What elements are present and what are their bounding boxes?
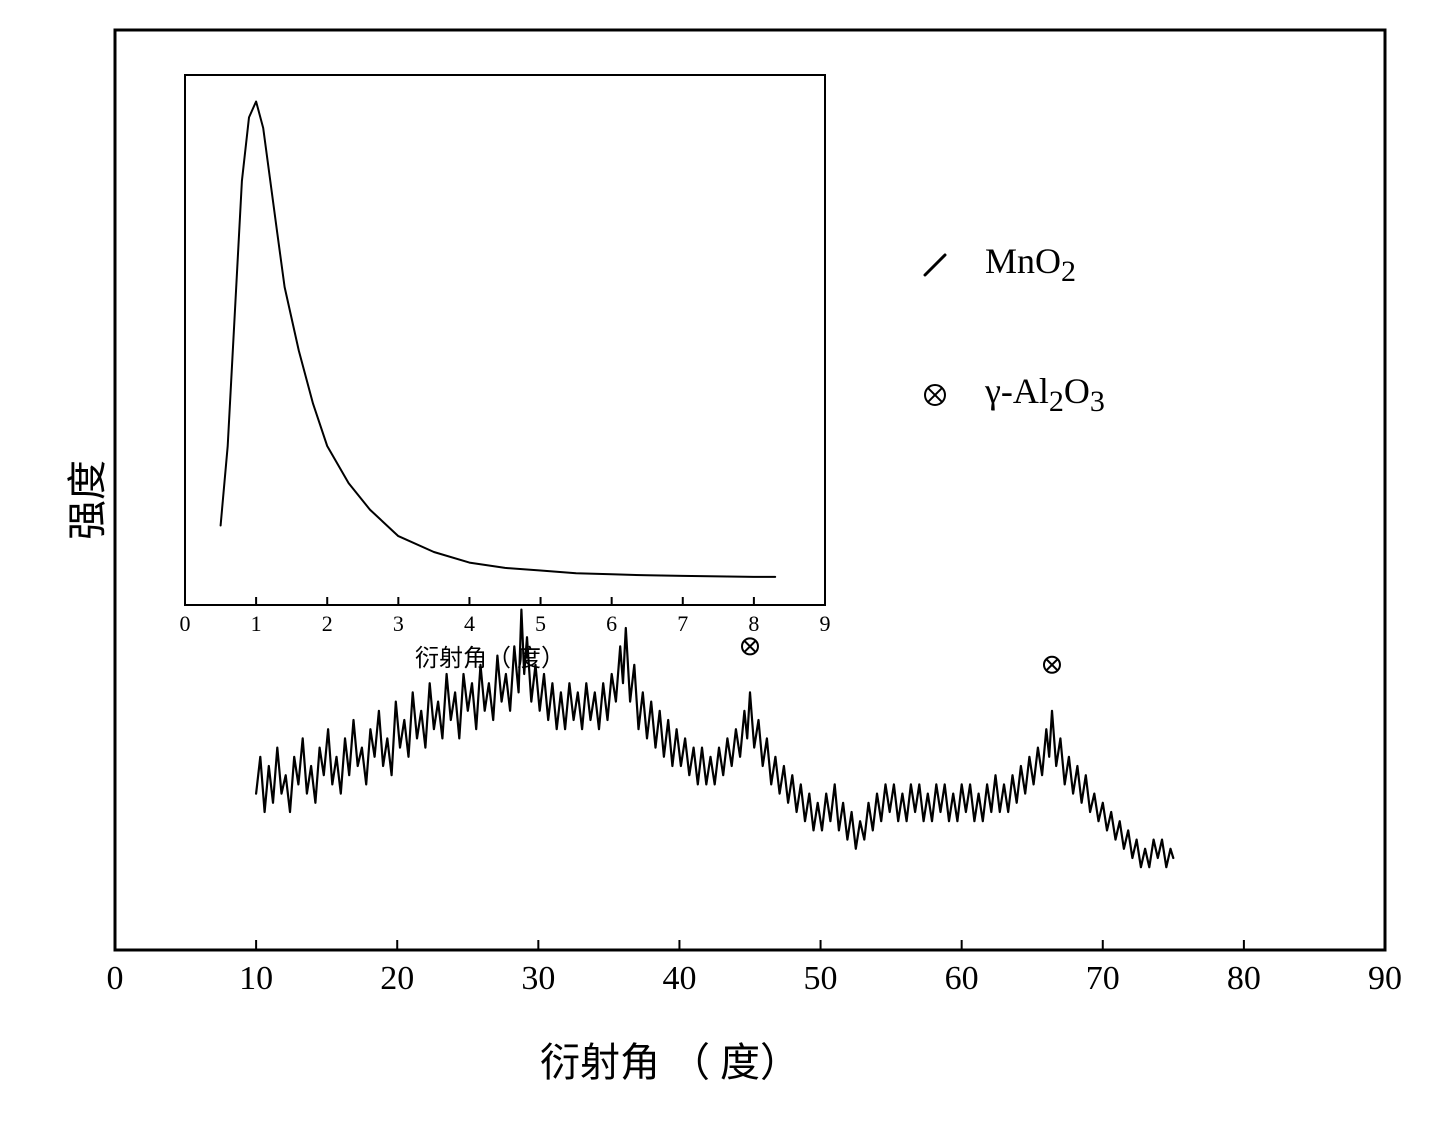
legend-label-al2o3: γ-Al2O3 (985, 370, 1105, 419)
inset-x-tick-label: 0 (170, 611, 200, 637)
legend-label-mno2: MnO2 (985, 240, 1076, 289)
inset-x-tick-label: 8 (739, 611, 769, 637)
inset-x-tick-label: 2 (312, 611, 342, 637)
inset-x-tick-label: 3 (383, 611, 413, 637)
main-x-tick-label: 70 (1078, 960, 1128, 998)
inset-x-tick-label: 5 (526, 611, 556, 637)
main-x-tick-label: 40 (654, 960, 704, 998)
figure-root: 强度 衍射角 （ 度） 衍射角（ 度） MnO2 γ-Al2O3 0102030… (0, 0, 1435, 1130)
inset-x-axis-label: 衍射角（ 度） (415, 638, 565, 673)
main-x-tick-label: 0 (90, 960, 140, 998)
main-y-axis-label: 强度 (55, 460, 113, 540)
main-x-tick-label: 10 (231, 960, 281, 998)
inset-x-tick-label: 6 (597, 611, 627, 637)
main-x-tick-label: 50 (796, 960, 846, 998)
main-x-tick-label: 90 (1360, 960, 1410, 998)
main-x-tick-label: 60 (937, 960, 987, 998)
main-x-tick-label: 30 (513, 960, 563, 998)
main-x-axis-label: 衍射角 （ 度） (540, 1030, 800, 1088)
inset-x-tick-label: 4 (454, 611, 484, 637)
inset-x-tick-label: 9 (810, 611, 840, 637)
main-x-tick-label: 80 (1219, 960, 1269, 998)
inset-x-tick-label: 7 (668, 611, 698, 637)
inset-x-tick-label: 1 (241, 611, 271, 637)
main-x-tick-label: 20 (372, 960, 422, 998)
